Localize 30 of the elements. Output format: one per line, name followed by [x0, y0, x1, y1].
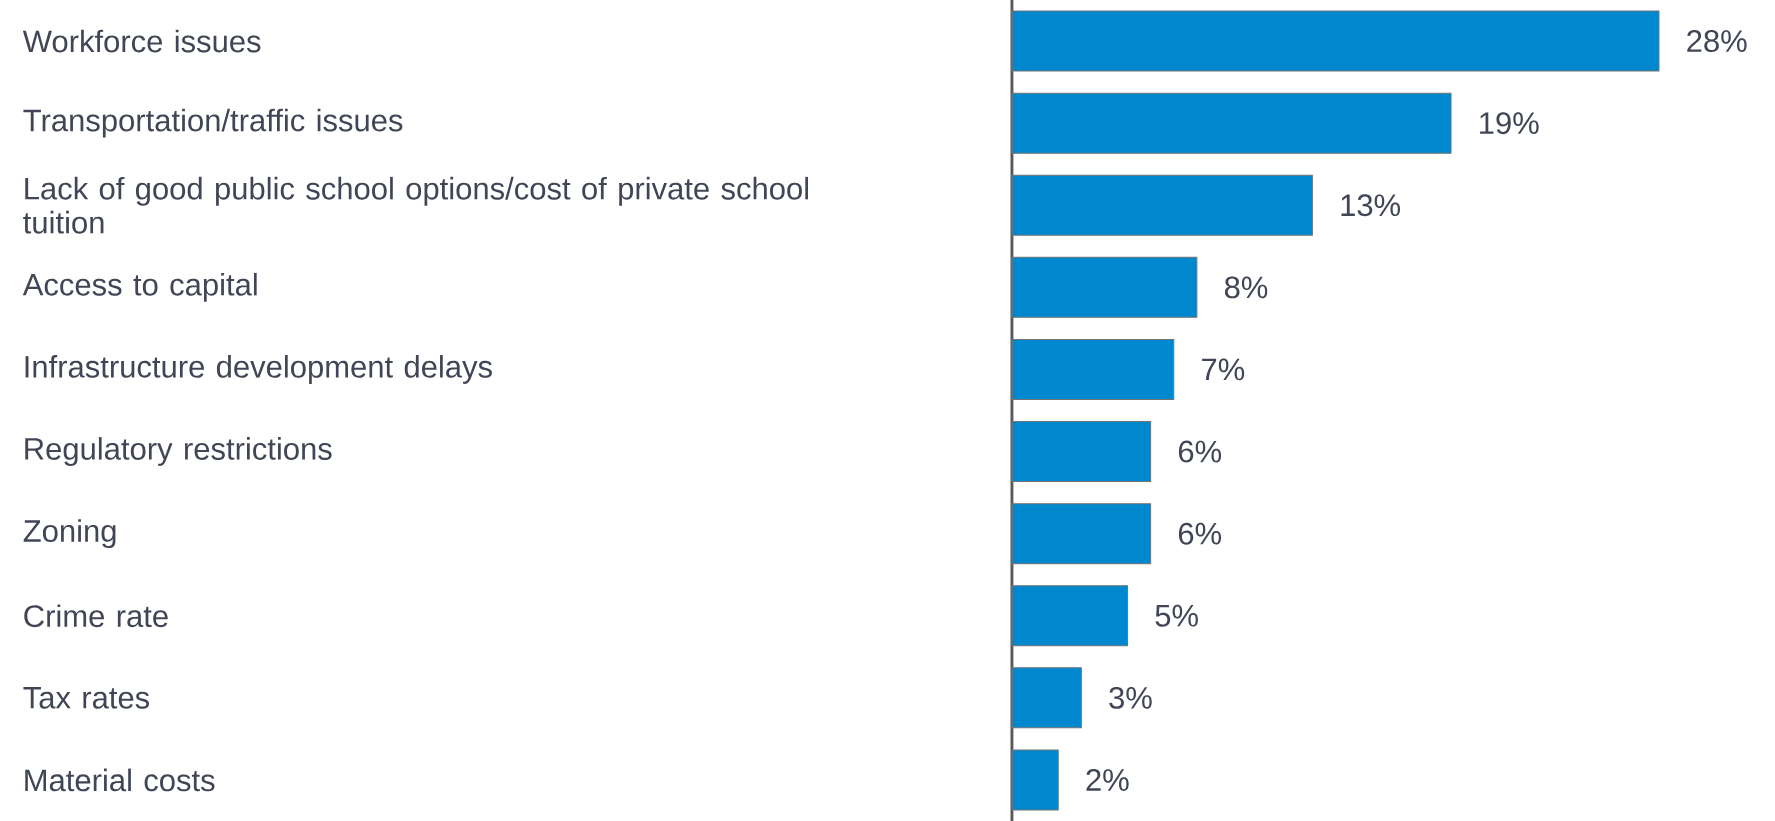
data-label: 13% — [1341, 194, 1401, 217]
bar — [1011, 338, 1175, 400]
y-tick-label: Workforce issues — [22, 29, 261, 53]
bar — [1011, 256, 1198, 318]
data-label: 8% — [1224, 276, 1268, 299]
data-label: 5% — [1155, 604, 1198, 627]
y-tick-label: Crime rate — [24, 604, 168, 628]
data-label: 7% — [1202, 358, 1245, 381]
data-label: 6% — [1178, 440, 1222, 463]
bar — [1011, 585, 1129, 647]
y-tick-label: Tax rates — [23, 687, 150, 709]
y-tick-label: Transportation/traffic issues — [23, 108, 403, 138]
y-tick-label: Infrastructure development delays — [25, 355, 492, 384]
y-tick-label: Lack of good public school options/cost of private school tuition — [23, 176, 809, 234]
bar — [1011, 92, 1452, 154]
y-tick-label: Regulatory restrictions — [25, 437, 332, 466]
bar — [1011, 503, 1152, 565]
bar — [1011, 421, 1152, 483]
data-label: 2% — [1086, 769, 1129, 791]
bar — [1011, 174, 1313, 236]
data-label: 28% — [1687, 30, 1747, 53]
data-label: 19% — [1480, 112, 1539, 135]
data-label: 6% — [1178, 522, 1222, 545]
bar — [1011, 10, 1660, 72]
bar — [1011, 667, 1082, 729]
y-tick-label: Material costs — [25, 768, 215, 792]
y-tick-label: Zoning — [23, 519, 116, 549]
data-label: 3% — [1109, 686, 1152, 709]
y-tick-label: Access to capital — [22, 272, 257, 302]
bar — [1011, 749, 1059, 811]
